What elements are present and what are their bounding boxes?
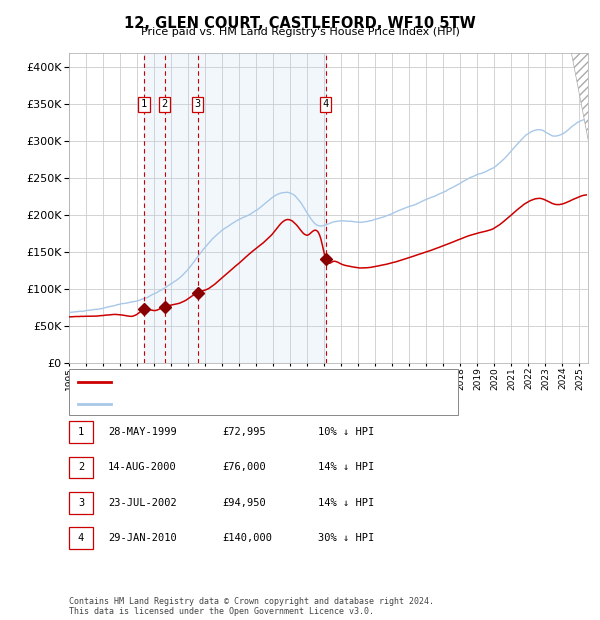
Text: 10% ↓ HPI: 10% ↓ HPI [318,427,374,437]
Bar [144,53,326,363]
Text: 4: 4 [78,533,84,543]
Text: £72,995: £72,995 [222,427,266,437]
Text: HPI: Average price, detached house, Wakefield: HPI: Average price, detached house, Wake… [116,399,374,409]
Text: 14% ↓ HPI: 14% ↓ HPI [318,498,374,508]
Text: £76,000: £76,000 [222,463,266,472]
Text: 30% ↓ HPI: 30% ↓ HPI [318,533,374,543]
Polygon shape [571,53,588,141]
Text: 4: 4 [322,99,329,109]
Text: 1: 1 [141,99,147,109]
Text: £94,950: £94,950 [222,498,266,508]
Text: 12, GLEN COURT, CASTLEFORD, WF10 5TW (detached house): 12, GLEN COURT, CASTLEFORD, WF10 5TW (de… [116,378,421,386]
Text: 14-AUG-2000: 14-AUG-2000 [108,463,177,472]
Text: 1: 1 [78,427,84,437]
Text: 12, GLEN COURT, CASTLEFORD, WF10 5TW: 12, GLEN COURT, CASTLEFORD, WF10 5TW [124,16,476,30]
Text: 3: 3 [78,498,84,508]
Text: 2: 2 [78,463,84,472]
Text: £140,000: £140,000 [222,533,272,543]
Text: Price paid vs. HM Land Registry's House Price Index (HPI): Price paid vs. HM Land Registry's House … [140,27,460,37]
Text: 3: 3 [194,99,201,109]
Text: Contains HM Land Registry data © Crown copyright and database right 2024.: Contains HM Land Registry data © Crown c… [69,597,434,606]
Text: 29-JAN-2010: 29-JAN-2010 [108,533,177,543]
Text: 2: 2 [161,99,168,109]
Text: This data is licensed under the Open Government Licence v3.0.: This data is licensed under the Open Gov… [69,606,374,616]
Text: 28-MAY-1999: 28-MAY-1999 [108,427,177,437]
Text: 14% ↓ HPI: 14% ↓ HPI [318,463,374,472]
Text: 23-JUL-2002: 23-JUL-2002 [108,498,177,508]
